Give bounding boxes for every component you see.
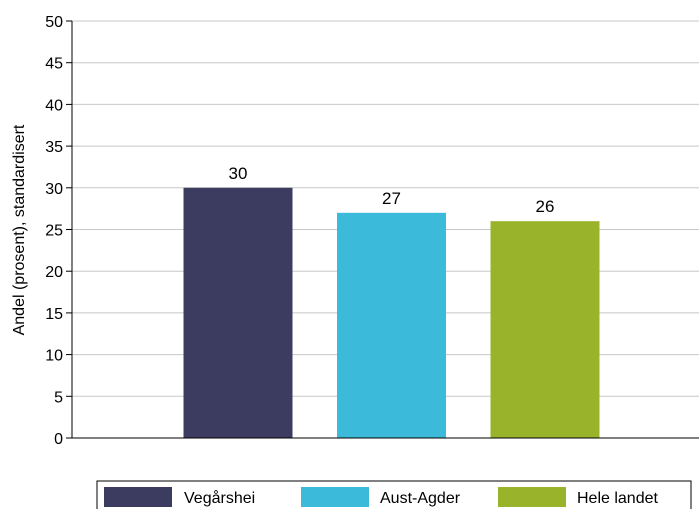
y-tick-label: 10 [45, 348, 63, 365]
y-tick-label: 15 [45, 306, 63, 323]
y-tick-label: 5 [54, 389, 63, 406]
bar [490, 221, 600, 438]
y-tick-label: 0 [54, 431, 63, 448]
bar-data-label: 27 [382, 189, 401, 208]
legend-swatch [104, 487, 172, 507]
bar-data-label: 30 [229, 164, 248, 183]
legend-swatch [301, 487, 369, 507]
y-tick-label: 45 [45, 56, 63, 73]
y-tick-label: 50 [45, 14, 63, 31]
legend-swatch [498, 487, 566, 507]
y-axis-title: Andel (prosent), standardisert [11, 124, 28, 335]
y-ticks: 0 5 10 15 20 25 30 35 40 45 50 [45, 14, 72, 448]
legend-label: Aust-Agder [380, 490, 461, 507]
y-tick-label: 30 [45, 181, 63, 198]
y-tick-label: 40 [45, 97, 63, 114]
legend-box [96, 480, 692, 509]
y-tick-label: 25 [45, 223, 63, 240]
bar-data-label: 26 [536, 197, 555, 216]
bar [337, 212, 446, 438]
legend: Vegårshei Aust-Agder Hele landet [96, 480, 692, 509]
bars [183, 187, 600, 438]
legend-label: Vegårshei [184, 489, 255, 507]
y-tick-label: 35 [45, 139, 63, 156]
y-tick-label: 20 [45, 264, 63, 281]
legend-label: Hele landet [577, 490, 659, 507]
bar [183, 187, 293, 438]
data-labels: 30 27 26 [229, 164, 555, 216]
